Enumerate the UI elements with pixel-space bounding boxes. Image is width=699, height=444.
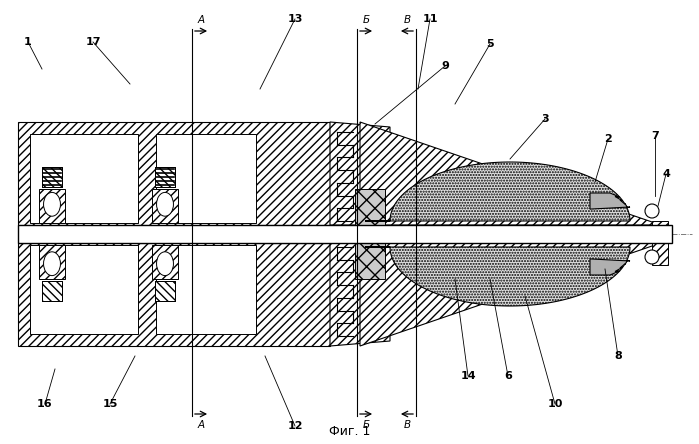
Bar xyxy=(42,281,62,301)
Circle shape xyxy=(645,250,659,264)
Text: 13: 13 xyxy=(287,14,303,24)
Bar xyxy=(42,167,62,187)
Text: 4: 4 xyxy=(662,169,670,179)
Polygon shape xyxy=(365,162,630,221)
Polygon shape xyxy=(360,122,655,225)
Bar xyxy=(39,245,65,279)
Bar xyxy=(355,189,385,225)
Text: 5: 5 xyxy=(487,39,493,49)
Circle shape xyxy=(645,204,659,218)
Text: 11: 11 xyxy=(422,14,438,24)
Text: 15: 15 xyxy=(102,399,117,409)
Polygon shape xyxy=(330,122,390,225)
Text: 8: 8 xyxy=(614,351,622,361)
Polygon shape xyxy=(18,122,330,225)
Bar xyxy=(18,225,672,243)
Bar xyxy=(42,281,62,301)
Bar xyxy=(152,189,178,223)
Text: 2: 2 xyxy=(604,134,612,144)
Text: А: А xyxy=(197,15,205,25)
Ellipse shape xyxy=(43,252,60,276)
Bar xyxy=(30,245,138,334)
Text: Б: Б xyxy=(363,15,370,25)
Text: 10: 10 xyxy=(547,399,563,409)
Text: 16: 16 xyxy=(37,399,53,409)
Text: 14: 14 xyxy=(460,371,476,381)
Polygon shape xyxy=(360,243,655,346)
Text: 12: 12 xyxy=(287,421,303,431)
Ellipse shape xyxy=(43,192,60,216)
Text: 9: 9 xyxy=(441,61,449,71)
Bar xyxy=(30,134,138,223)
Polygon shape xyxy=(590,193,630,209)
Bar xyxy=(155,167,175,187)
Ellipse shape xyxy=(157,192,173,216)
Bar xyxy=(39,189,65,223)
Polygon shape xyxy=(18,243,330,346)
Text: А: А xyxy=(197,420,205,430)
Text: 3: 3 xyxy=(541,114,549,124)
Text: Фиг. 1: Фиг. 1 xyxy=(329,425,370,438)
Bar xyxy=(652,221,668,265)
Bar xyxy=(355,243,385,279)
Bar xyxy=(156,134,256,223)
Text: В: В xyxy=(403,15,410,25)
Text: 1: 1 xyxy=(24,37,32,47)
Ellipse shape xyxy=(157,252,173,276)
Bar xyxy=(42,167,62,187)
Text: 7: 7 xyxy=(651,131,659,141)
Bar xyxy=(156,245,256,334)
Polygon shape xyxy=(365,247,630,306)
Text: 17: 17 xyxy=(85,37,101,47)
Bar xyxy=(155,281,175,301)
Bar xyxy=(155,281,175,301)
Text: В: В xyxy=(403,420,410,430)
Polygon shape xyxy=(590,259,630,275)
Text: 6: 6 xyxy=(504,371,512,381)
Text: Б: Б xyxy=(363,420,370,430)
Bar xyxy=(152,245,178,279)
Bar xyxy=(155,167,175,187)
Polygon shape xyxy=(330,243,390,346)
